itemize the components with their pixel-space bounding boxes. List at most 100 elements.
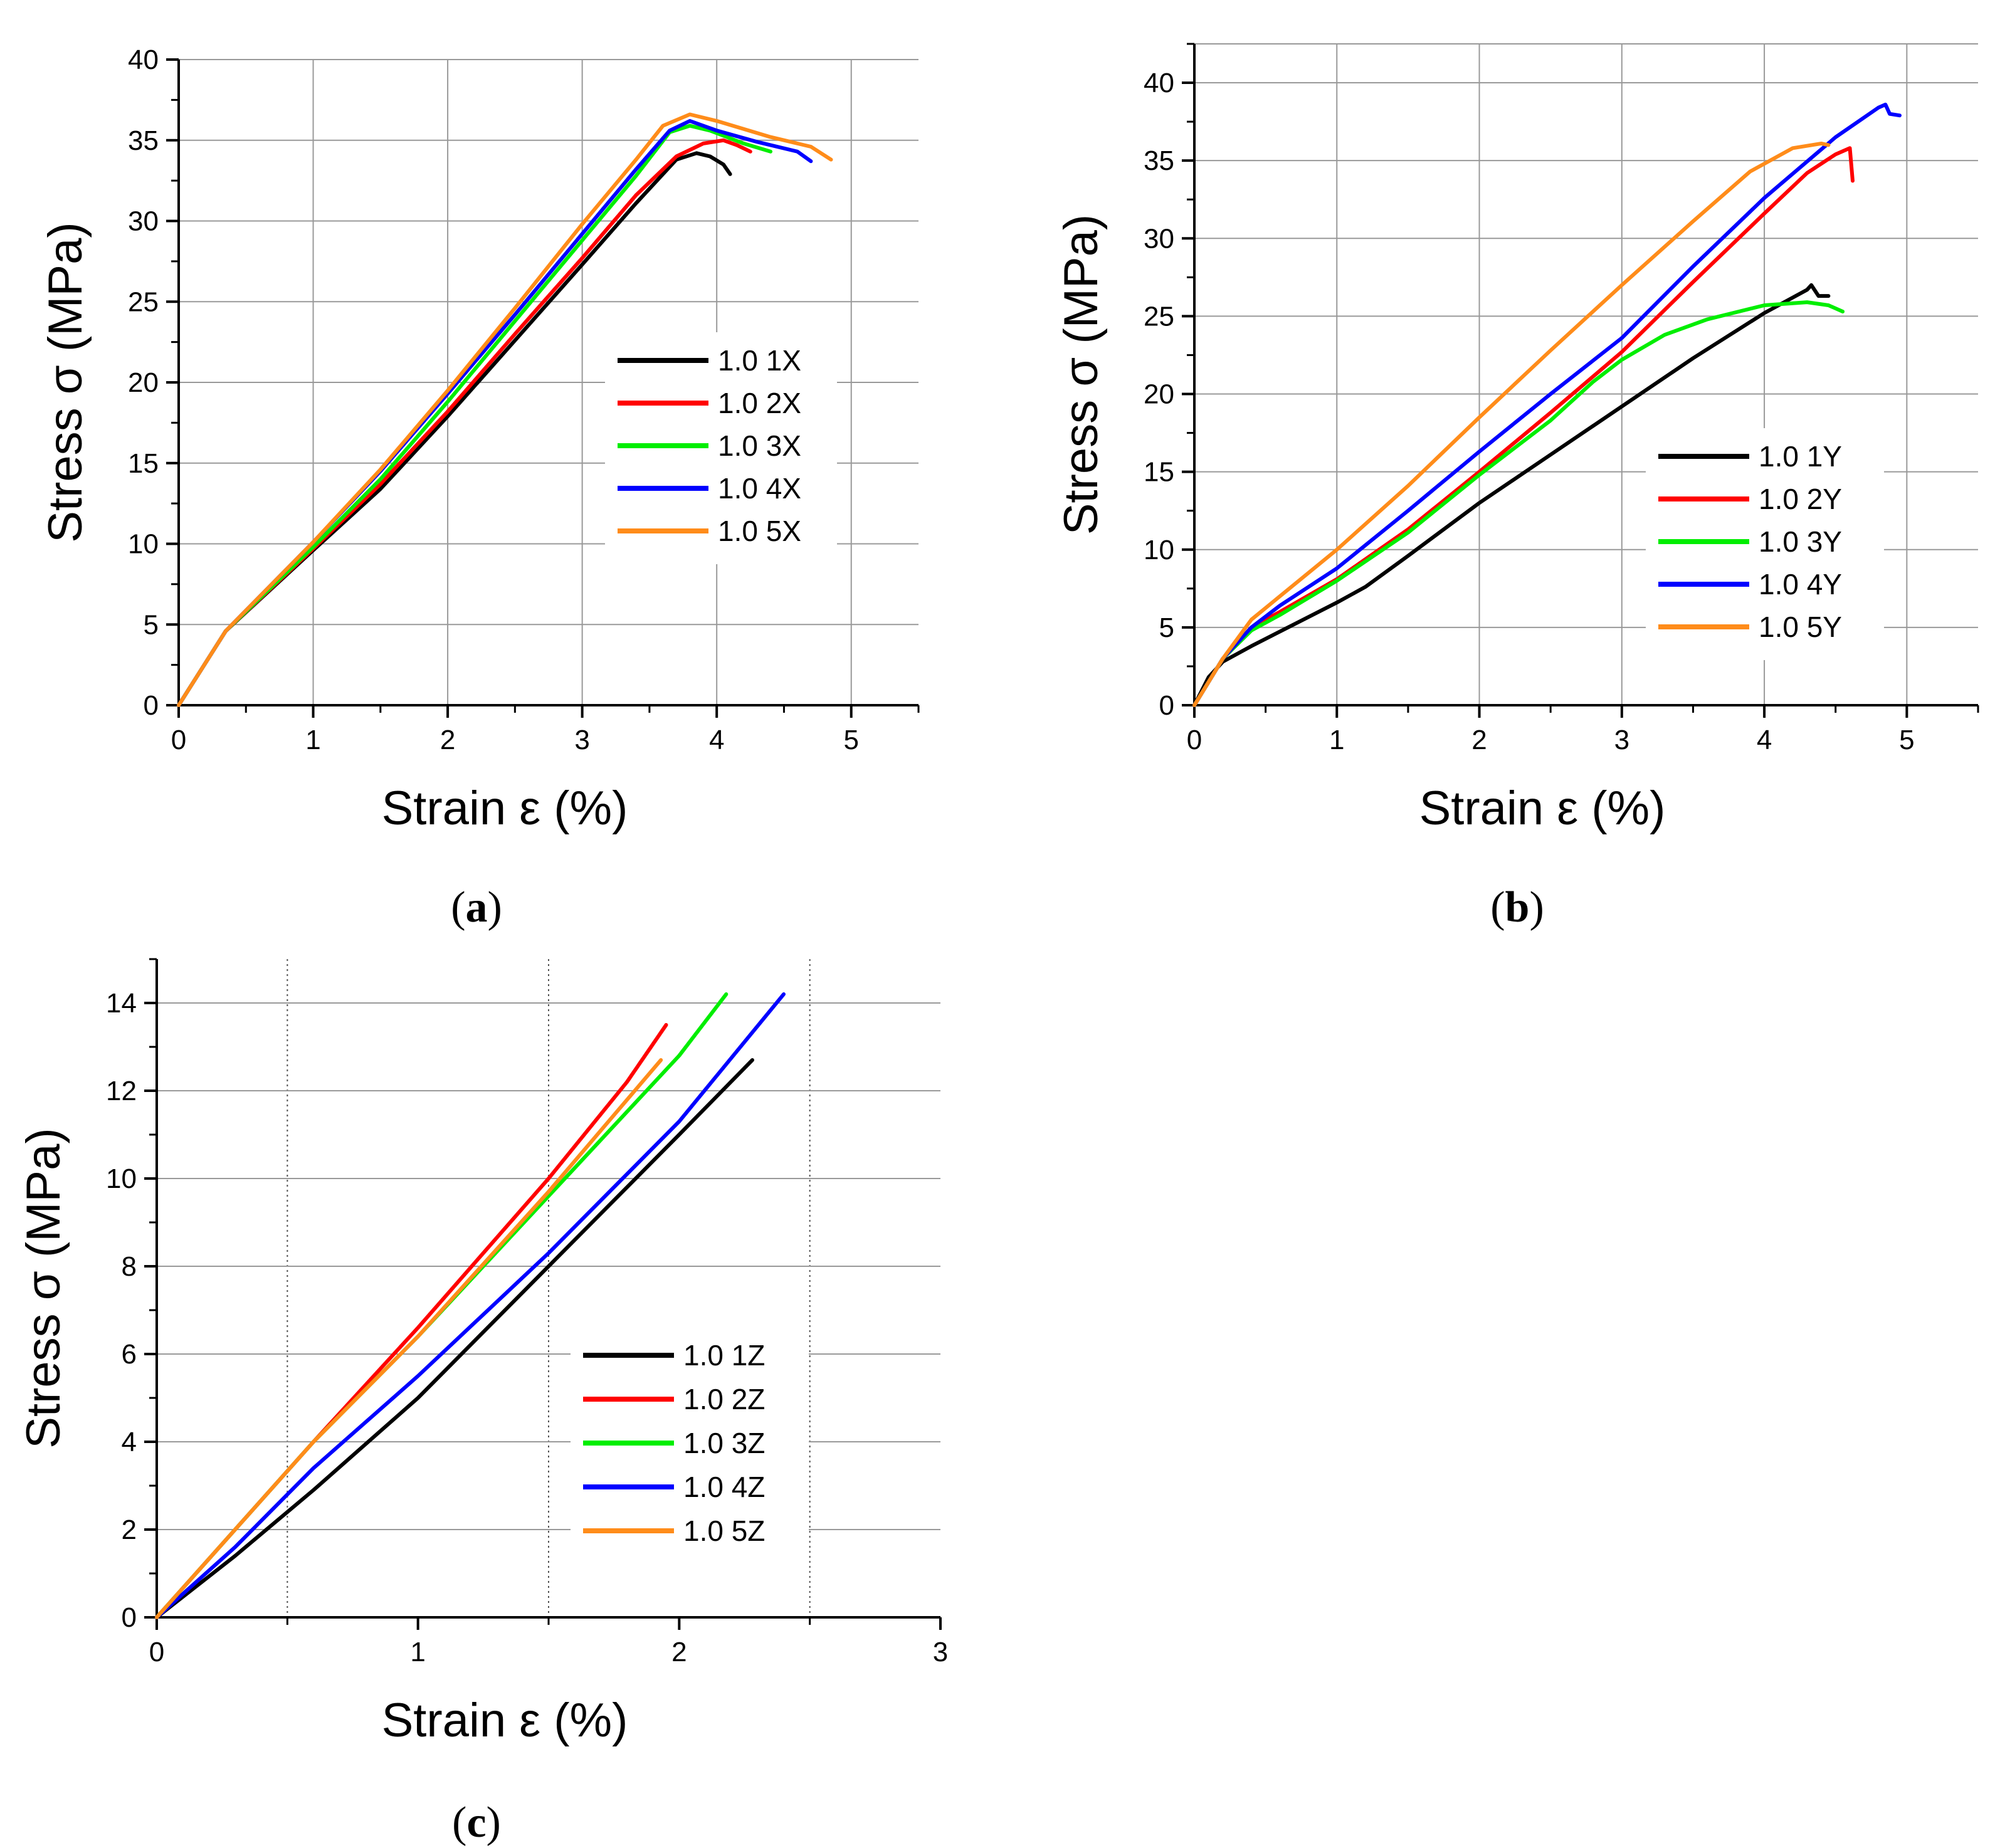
y-tick-label: 0	[122, 1602, 137, 1633]
x-tick-label: 4	[709, 725, 724, 755]
y-tick-label: 30	[1144, 223, 1174, 254]
legend-label: 1.0 5Z	[683, 1515, 765, 1547]
caption-paren-open: (	[452, 1798, 466, 1847]
x-tick-label: 5	[843, 725, 858, 755]
chart-panel-a: 0 1 2 3 4 5 0 5 10 15 20 25 30 35 40 Strain ε (%) Stress…	[39, 45, 920, 932]
legend-label: 1.0 3X	[718, 429, 801, 462]
series-group	[1192, 102, 1902, 707]
x-tick-label: 0	[149, 1637, 164, 1667]
y-tick-label: 12	[106, 1076, 137, 1106]
legend: 1.0 1X 1.0 2X 1.0 3X 1.0 4X 1.0 5X	[605, 332, 837, 564]
y-tick-label: 20	[128, 367, 159, 398]
x-tick-label: 3	[933, 1637, 948, 1667]
y-tick-label: 14	[106, 988, 137, 1019]
legend-label: 1.0 4Z	[683, 1471, 765, 1503]
x-tick-label: 1	[305, 725, 320, 755]
legend-label: 1.0 5X	[718, 515, 801, 547]
y-axis-label: Stress σ (MPa)	[39, 222, 92, 542]
gridlines	[157, 959, 940, 1617]
series-group	[177, 112, 833, 707]
y-tick-label: 30	[128, 206, 159, 237]
series-line-1-0-4z	[155, 992, 786, 1619]
legend-label: 1.0 1Z	[683, 1339, 765, 1372]
x-tick-label: 3	[574, 725, 589, 755]
series-line-1-0-5y	[1192, 141, 1831, 707]
legend-label: 1.0 4X	[718, 472, 801, 505]
x-tick-label: 2	[440, 725, 455, 755]
y-tick-label: 15	[128, 448, 159, 479]
x-tick-label: 4	[1757, 725, 1772, 755]
x-tick-label: 0	[171, 725, 186, 755]
caption-paren-open: (	[451, 883, 465, 932]
axes: 0 1 2 3 4 5 0 5 10 15 20 25 30 35 40	[128, 45, 920, 755]
panel-caption: (a)	[451, 883, 502, 932]
x-tick-label: 5	[1899, 725, 1914, 755]
y-tick-label: 10	[128, 529, 159, 560]
caption-letter: b	[1505, 883, 1530, 932]
y-tick-label: 35	[128, 125, 159, 156]
y-tick-label: 0	[144, 690, 159, 721]
legend-label: 1.0 3Y	[1759, 525, 1842, 558]
panel-caption: (c)	[452, 1798, 501, 1847]
legend-label: 1.0 3Z	[683, 1427, 765, 1459]
caption-letter: a	[466, 883, 488, 932]
x-tick-label: 1	[1329, 725, 1344, 755]
y-tick-label: 10	[1144, 535, 1174, 565]
legend-label: 1.0 4Y	[1759, 568, 1842, 601]
y-tick-label: 8	[122, 1251, 137, 1282]
series-line-1-0-4y	[1192, 102, 1902, 707]
x-tick-label: 2	[1471, 725, 1487, 755]
y-axis-label: Stress σ (MPa)	[1055, 214, 1108, 535]
y-tick-label: 15	[1144, 457, 1174, 488]
series-line-1-0-1y	[1192, 283, 1831, 707]
x-tick-label: 3	[1614, 725, 1629, 755]
y-tick-label: 5	[1159, 612, 1174, 643]
x-axis-label: Strain ε (%)	[1419, 782, 1666, 835]
y-tick-label: 6	[122, 1339, 137, 1370]
legend: 1.0 1Y 1.0 2Y 1.0 3Y 1.0 4Y 1.0 5Y	[1646, 428, 1884, 660]
legend-label: 1.0 1X	[718, 344, 801, 377]
x-tick-label: 0	[1187, 725, 1202, 755]
caption-paren-close: )	[487, 1798, 501, 1847]
y-tick-label: 40	[1144, 68, 1174, 98]
y-tick-label: 25	[128, 286, 159, 317]
x-axis-label: Strain ε (%)	[382, 1694, 628, 1747]
legend-label: 1.0 2Z	[683, 1383, 765, 1415]
chart-panel-b: 0 1 2 3 4 5 0 5 10 15 20 25 30 35 40 Strain ε (%) Stress…	[1055, 43, 1979, 932]
y-tick-label: 40	[128, 45, 159, 75]
y-tick-label: 5	[144, 609, 159, 640]
caption-paren-close: )	[1529, 883, 1544, 932]
y-tick-label: 0	[1159, 690, 1174, 721]
legend: 1.0 1Z 1.0 2Z 1.0 3Z 1.0 4Z 1.0 5Z	[571, 1327, 809, 1565]
panel-caption: (b)	[1490, 883, 1544, 932]
x-tick-label: 1	[410, 1637, 425, 1667]
y-tick-label: 25	[1144, 301, 1174, 332]
y-tick-label: 4	[122, 1427, 137, 1457]
caption-paren-close: )	[488, 883, 502, 932]
y-tick-label: 35	[1144, 145, 1174, 176]
y-axis-label: Stress σ (MPa)	[17, 1128, 70, 1448]
y-tick-label: 20	[1144, 379, 1174, 410]
legend-label: 1.0 2X	[718, 387, 801, 419]
gridlines	[179, 59, 918, 705]
series-group	[155, 992, 786, 1619]
series-line-1-0-3x	[177, 123, 772, 707]
y-tick-label: 2	[122, 1515, 137, 1545]
legend-label: 1.0 2Y	[1759, 483, 1842, 515]
axes: 0 1 2 3 4 5 0 5 10 15 20 25 30 35 40	[1144, 43, 1979, 755]
legend-background	[571, 1327, 809, 1565]
caption-letter: c	[466, 1798, 486, 1847]
x-tick-label: 2	[671, 1637, 687, 1667]
series-line-1-0-5x	[177, 112, 833, 707]
x-axis-label: Strain ε (%)	[382, 782, 628, 835]
legend-label: 1.0 5Y	[1759, 611, 1842, 643]
y-tick-label: 10	[106, 1163, 137, 1194]
caption-paren-open: (	[1490, 883, 1505, 932]
series-line-1-0-3y	[1192, 300, 1845, 707]
legend-label: 1.0 1Y	[1759, 440, 1842, 473]
series-line-1-0-1z	[155, 1058, 754, 1619]
series-line-1-0-5z	[155, 1058, 663, 1619]
